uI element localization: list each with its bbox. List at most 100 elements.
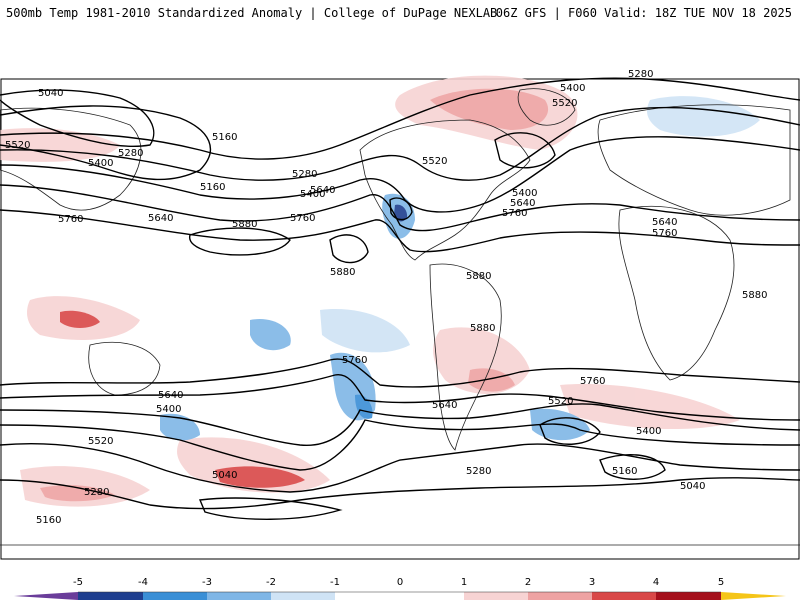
warm-anomaly-indonesia-core — [60, 310, 100, 328]
contour-label: 5760 — [502, 208, 527, 219]
colorbar: -5 -4 -3 -2 -1 0 1 2 3 4 5 — [14, 577, 786, 600]
contour-label: 5760 — [58, 214, 83, 225]
colorbar-tick-label: 3 — [589, 577, 595, 588]
colorbar-segment — [78, 592, 143, 600]
contour-5400-south — [0, 419, 800, 471]
contour-label: 5040 — [212, 470, 237, 481]
colorbar-segment — [656, 592, 721, 600]
warm-anomaly-southwest-pacific-core — [40, 485, 115, 502]
contour-label: 5160 — [36, 515, 61, 526]
contour-5160-east-low — [599, 454, 666, 480]
contour-label: 5880 — [742, 290, 767, 301]
contour-label: 5040 — [680, 481, 705, 492]
australia-outline — [88, 342, 161, 396]
contour-label: 5520 — [422, 156, 447, 167]
eurasia-outline — [597, 104, 791, 216]
colorbar-segment — [143, 592, 207, 600]
contour-label: 5280 — [466, 466, 491, 477]
model-valid-time: 06Z GFS | F060 Valid: 18Z TUE NOV 18 202… — [495, 6, 792, 20]
colorbar-tick-label: -5 — [73, 577, 83, 588]
colorbar-tick-label: 0 — [397, 577, 403, 588]
contour-label: 5880 — [466, 271, 491, 282]
contour-label: 5760 — [342, 355, 367, 366]
warm-anomaly-south-america-core — [468, 368, 515, 392]
contour-label: 5280 — [292, 169, 317, 180]
height-contours — [0, 77, 800, 520]
contour-label: 5880 — [470, 323, 495, 334]
contour-label: 5400 — [300, 189, 325, 200]
colorbar-segment — [592, 592, 656, 600]
cold-anomaly-us-west-core — [394, 204, 408, 222]
colorbar-tick-label: -3 — [202, 577, 212, 588]
contour-label: 5760 — [290, 213, 315, 224]
contour-label: 5280 — [118, 148, 143, 159]
contour-label: 5640 — [310, 185, 335, 196]
contour-label: 5880 — [330, 267, 355, 278]
contour-5640-south — [0, 374, 800, 421]
colorbar-segment — [335, 592, 464, 600]
contour-5520-atlantic-low — [494, 132, 556, 169]
contour-label: 5640 — [148, 213, 173, 224]
colorbar-tick-label: 4 — [653, 577, 659, 588]
contour-5280-south — [0, 443, 800, 493]
contour-5880-cell — [188, 227, 291, 256]
north-america-outline — [359, 119, 531, 261]
colorbar-segment — [528, 592, 592, 600]
contour-label: 5160 — [200, 182, 225, 193]
contour-label: 5160 — [612, 466, 637, 477]
contour-label: 5640 — [652, 217, 677, 228]
colorbar-tick-label: 2 — [525, 577, 531, 588]
colorbar-segment — [464, 592, 528, 600]
contour-label: 5400 — [560, 83, 585, 94]
contour-5640-north — [0, 184, 800, 232]
contour-label: 5520 — [88, 436, 113, 447]
contour-5880-pacific-cell — [329, 234, 369, 264]
south-america-outline — [429, 263, 502, 451]
warm-anomaly-south-pacific-core — [215, 466, 305, 488]
map-title: 500mb Temp 1981-2010 Standardized Anomal… — [6, 6, 498, 20]
colorbar-tick-label: 5 — [718, 577, 724, 588]
contour-label: 5280 — [84, 487, 109, 498]
contour-labels: 5040 5160 5280 5400 5520 5640 5760 5880 … — [5, 69, 767, 526]
colorbar-tick-label: 1 — [461, 577, 467, 588]
colorbar-right-arrow — [721, 592, 786, 600]
colorbar-left-arrow — [14, 592, 78, 600]
contour-label: 5760 — [580, 376, 605, 387]
contour-label: 5280 — [628, 69, 653, 80]
contour-label: 5400 — [636, 426, 661, 437]
contour-label: 5400 — [512, 188, 537, 199]
contour-label: 5640 — [510, 198, 535, 209]
contour-5160-low — [539, 417, 601, 445]
contour-5760-north — [0, 209, 800, 253]
colorbar-tick-label: -2 — [266, 577, 276, 588]
colorbar-tick-label: -1 — [330, 577, 340, 588]
contour-5280-north — [0, 77, 800, 160]
contour-label: 5640 — [158, 390, 183, 401]
cold-anomaly-tropics — [320, 309, 410, 353]
colorbar-segment — [207, 592, 271, 600]
cold-anomaly-central-pacific — [250, 319, 291, 351]
coastlines — [0, 88, 800, 546]
contour-label: 5520 — [548, 396, 573, 407]
colorbar-tick-label: -4 — [138, 577, 148, 588]
asia-west-outline — [0, 107, 142, 211]
contour-label: 5400 — [88, 158, 113, 169]
contour-label: 5880 — [232, 219, 257, 230]
contour-5040-north — [0, 89, 155, 147]
contour-label: 5400 — [156, 404, 181, 415]
contour-label: 5640 — [432, 400, 457, 411]
contour-label: 5520 — [5, 140, 30, 151]
warm-anomaly-south-atlantic — [560, 384, 740, 430]
contour-label: 5760 — [652, 228, 677, 239]
contour-5520-south — [0, 403, 800, 446]
warm-anomaly-canada-core — [430, 88, 549, 130]
contour-5400-north — [0, 106, 800, 181]
colorbar-segment — [271, 592, 335, 600]
contour-5760-south — [0, 358, 800, 388]
africa-outline — [618, 205, 735, 381]
contour-label: 5160 — [212, 132, 237, 143]
contour-label: 5040 — [38, 88, 63, 99]
contour-5040-south — [198, 497, 343, 520]
greenland-outline — [517, 88, 576, 126]
